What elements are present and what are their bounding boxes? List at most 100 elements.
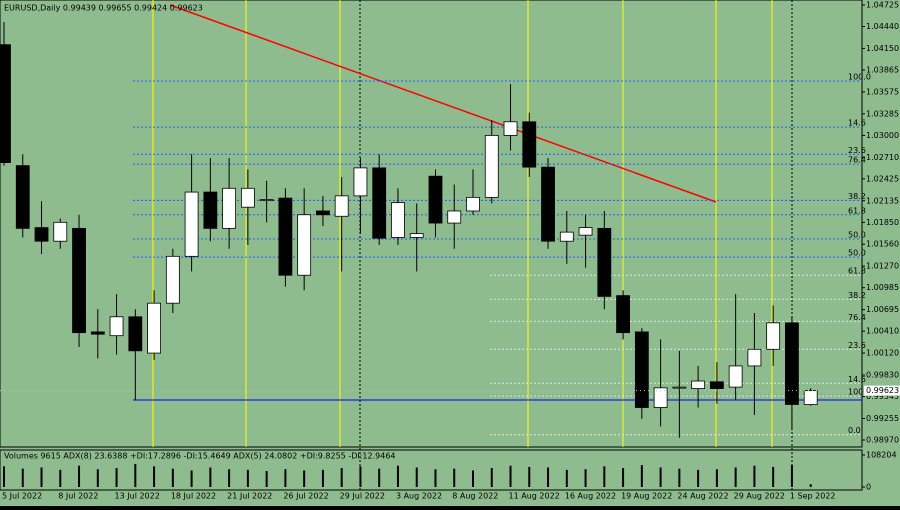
candle-body	[128, 316, 143, 352]
candle-body	[391, 202, 405, 238]
y-tick-label: 1.03575	[866, 87, 899, 96]
period-separators	[152, 0, 773, 447]
y-tick-label: 1.02710	[866, 153, 899, 162]
candle-body	[15, 165, 30, 229]
fib-label: 0.0	[848, 426, 861, 435]
y-tick-label: 1.04150	[866, 44, 899, 53]
x-tick-label: 29 Jul 2022	[340, 492, 385, 501]
candle-body	[447, 210, 462, 224]
candle-body	[484, 134, 499, 198]
y-tick-label: 1.03000	[866, 131, 899, 140]
candle-body	[653, 387, 668, 408]
y-tick-label: 0.99255	[866, 414, 899, 423]
volume-tick-label: 0	[866, 483, 871, 492]
y-tick-label: 1.00410	[866, 327, 899, 336]
fib-label: 76.4	[848, 156, 866, 165]
candle-body	[709, 381, 724, 390]
y-tick-label: 1.03285	[866, 109, 899, 118]
candle-body	[353, 167, 368, 197]
chart-title: EURUSD,Daily 0.99439 0.99655 0.99424 0.9…	[4, 4, 203, 13]
x-tick-label: 13 Jul 2022	[115, 492, 160, 501]
candle-body	[522, 121, 537, 168]
y-tick-label: 1.04440	[866, 22, 899, 31]
x-tick-label: 24 Aug 2022	[677, 492, 728, 501]
candle-body	[165, 255, 180, 304]
candle-body	[147, 302, 161, 354]
candle-body	[53, 221, 68, 242]
y-tick-label: 1.01560	[866, 240, 899, 249]
price-panel	[0, 0, 863, 448]
candle-body	[372, 167, 387, 239]
x-tick-label: 16 Aug 2022	[565, 492, 616, 501]
y-tick-label: 1.01850	[866, 218, 899, 227]
candle-body	[672, 386, 687, 389]
candle-body	[559, 231, 574, 242]
y-tick-label: 1.01270	[866, 262, 899, 271]
candle-body	[634, 331, 649, 408]
y-tick-label: 1.02135	[866, 196, 899, 205]
candle-body	[503, 121, 518, 136]
x-tick-label: 1 Sep 2022	[790, 492, 836, 501]
candle-body	[72, 227, 86, 334]
candle-body	[428, 175, 443, 224]
fib-label: 76.4	[848, 313, 866, 322]
fib-label: 14.6	[848, 375, 866, 384]
volume-panel	[0, 449, 863, 491]
x-tick-label: 8 Aug 2022	[452, 492, 498, 501]
candle-body	[616, 295, 630, 334]
x-tick-label: 5 Jul 2022	[2, 492, 42, 501]
candle-body	[0, 44, 11, 163]
y-tick-label: 0.98970	[866, 436, 899, 445]
x-tick-label: 21 Jul 2022	[227, 492, 272, 501]
y-tick-label: 1.00985	[866, 283, 899, 292]
candle-body	[109, 316, 124, 337]
candle-body	[747, 348, 762, 367]
candle-body	[34, 227, 49, 242]
volume-tick-label: 108204	[866, 451, 897, 460]
candle-body	[259, 199, 274, 202]
candle-body	[316, 210, 330, 216]
candle-body	[597, 227, 612, 297]
candle-body	[691, 380, 706, 390]
y-tick-label: 1.00120	[866, 349, 899, 358]
y-tick-label: 1.03865	[866, 66, 899, 75]
x-tick-label: 8 Jul 2022	[58, 492, 98, 501]
y-tick-label: 0.99545	[866, 392, 899, 401]
candle-body	[466, 196, 480, 212]
x-tick-label: 3 Aug 2022	[396, 492, 442, 501]
candle-body	[766, 322, 781, 350]
volume-label: Volumes 9615 ADX(8) 23.6388 +DI:17.2896 …	[4, 452, 396, 461]
x-tick-label: 26 Jul 2022	[283, 492, 328, 501]
candle-body	[90, 331, 105, 335]
fib-label: 38.2	[848, 192, 866, 201]
fib-label: 38.2	[848, 291, 866, 300]
fib-label: 23.6	[848, 341, 866, 350]
candle-body	[278, 197, 293, 276]
fib-label: 61.8	[848, 267, 866, 276]
x-tick-label: 11 Aug 2022	[509, 492, 560, 501]
x-tick-label: 18 Jul 2022	[171, 492, 216, 501]
candle-body	[409, 233, 424, 238]
candle-body	[184, 191, 199, 257]
candle-body	[222, 187, 237, 229]
y-tick-label: 0.99830	[866, 370, 899, 379]
trend-line	[169, 4, 717, 203]
fib-label: 14.6	[848, 119, 866, 128]
fib-label: 50.0	[848, 249, 866, 258]
y-tick-label: 1.02425	[866, 174, 899, 183]
candle-body	[578, 227, 593, 236]
candle-body	[203, 191, 218, 229]
x-tick-label: 19 Aug 2022	[621, 492, 672, 501]
fib-label: 100.0	[848, 72, 871, 81]
candle-body	[297, 214, 312, 276]
candle-body	[728, 365, 743, 388]
y-tick-label: 1.00695	[866, 305, 899, 314]
candle-body	[334, 195, 349, 217]
fib-label: 23.6	[848, 146, 866, 155]
candle-body	[785, 322, 799, 405]
y-tick-label: 1.04725	[866, 1, 899, 10]
price-label-box	[864, 385, 900, 396]
candle-body	[240, 187, 255, 208]
fib-label: 61.8	[848, 206, 866, 215]
